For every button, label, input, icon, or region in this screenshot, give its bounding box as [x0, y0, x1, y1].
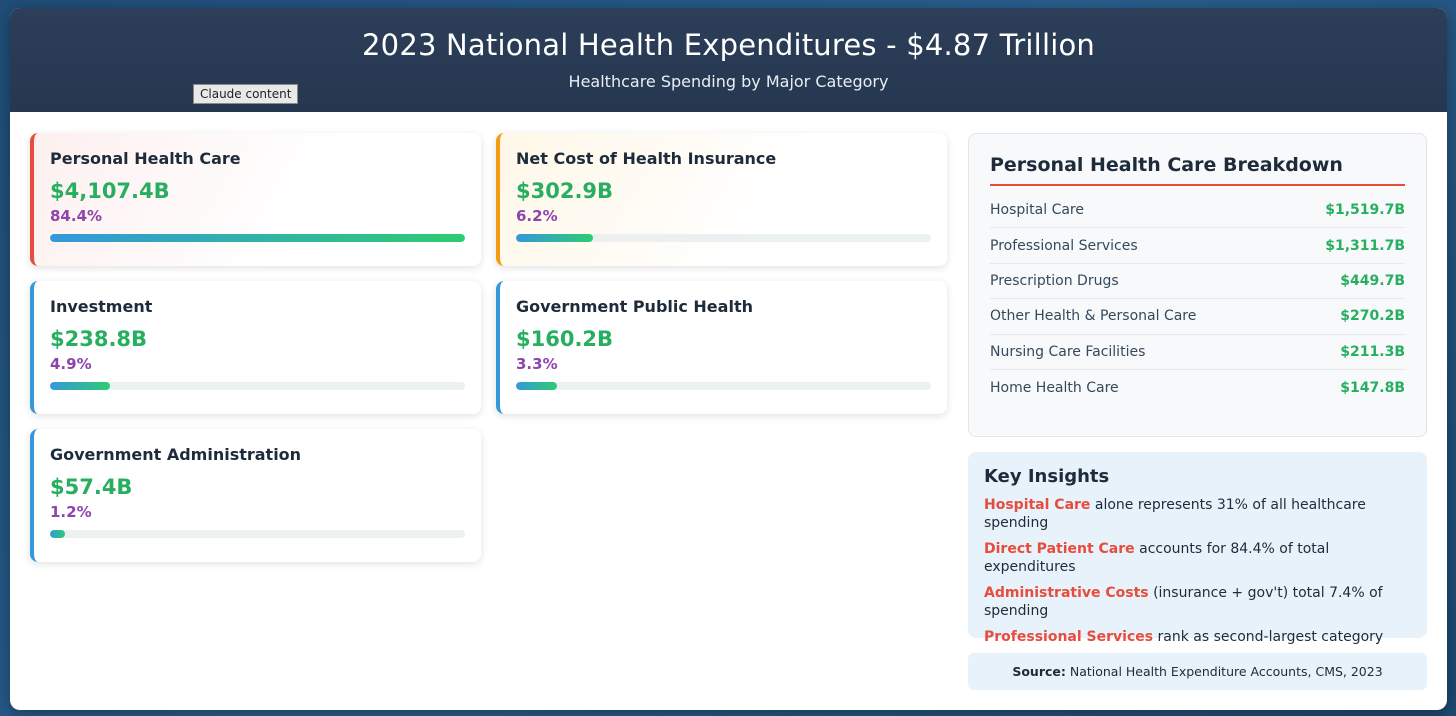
category-card-government-public-health: Government Public Health $160.2B 3.3%	[496, 281, 947, 414]
breakdown-value: $1,311.7B	[1325, 237, 1405, 254]
insight-item: Direct Patient Care accounts for 84.4% o…	[984, 540, 1411, 576]
card-amount: $302.9B	[516, 179, 614, 203]
progress-track	[516, 382, 931, 390]
insight-text: accounts for 84.4% of total expenditures	[984, 541, 1330, 575]
insight-item: Hospital Care alone represents 31% of al…	[984, 496, 1411, 532]
breakdown-row: Home Health Care $147.8B	[990, 370, 1405, 405]
card-title: Government Public Health	[516, 297, 753, 316]
progress-fill	[516, 382, 557, 390]
breakdown-label: Prescription Drugs	[990, 272, 1119, 289]
breakdown-label: Other Health & Personal Care	[990, 308, 1197, 325]
progress-fill	[516, 234, 593, 242]
breakdown-label: Hospital Care	[990, 202, 1084, 219]
insight-text: (insurance + gov't) total 7.4% of spendi…	[984, 585, 1383, 619]
progress-track	[50, 530, 465, 538]
dashboard-window: 2023 National Health Expenditures - $4.8…	[10, 8, 1447, 710]
card-percent: 1.2%	[50, 503, 92, 521]
key-insights-panel: Key Insights Hospital Care alone represe…	[968, 452, 1427, 645]
breakdown-value: $147.8B	[1340, 379, 1405, 396]
card-amount: $4,107.4B	[50, 179, 170, 203]
card-amount: $160.2B	[516, 327, 614, 351]
breakdown-title: Personal Health Care Breakdown	[990, 154, 1405, 186]
card-title: Government Administration	[50, 445, 302, 464]
category-card-government-administration: Government Administration $57.4B 1.2%	[30, 429, 481, 562]
breakdown-label: Home Health Care	[990, 379, 1119, 396]
content-tag[interactable]: Claude content	[193, 84, 299, 104]
breakdown-row: Nursing Care Facilities $211.3B	[990, 335, 1405, 370]
breakdown-value: $1,519.7B	[1325, 202, 1405, 219]
progress-fill	[50, 382, 111, 390]
breakdown-label: Professional Services	[990, 237, 1138, 254]
card-percent: 4.9%	[50, 355, 92, 373]
insight-item: Administrative Costs (insurance + gov't)…	[984, 584, 1411, 620]
breakdown-row: Other Health & Personal Care $270.2B	[990, 299, 1405, 335]
insight-text: rank as second-largest category	[1153, 629, 1384, 645]
source-note: Source: National Health Expenditure Acco…	[968, 653, 1427, 690]
progress-track	[50, 382, 465, 390]
progress-fill	[50, 234, 465, 242]
source-text: National Health Expenditure Accounts, CM…	[1065, 664, 1383, 679]
breakdown-value: $270.2B	[1340, 308, 1405, 325]
insight-highlight: Professional Services	[984, 629, 1154, 645]
category-card-investment: Investment $238.8B 4.9%	[30, 281, 481, 414]
card-percent: 3.3%	[516, 355, 558, 373]
insight-item: Professional Services rank as second-lar…	[984, 628, 1411, 646]
category-card-net-cost-insurance: Net Cost of Health Insurance $302.9B 6.2…	[496, 133, 947, 266]
insight-highlight: Administrative Costs	[984, 585, 1149, 601]
category-card-personal-health-care: Personal Health Care $4,107.4B 84.4%	[30, 133, 481, 266]
progress-fill	[50, 530, 65, 538]
progress-track	[50, 234, 465, 242]
card-title: Net Cost of Health Insurance	[516, 149, 777, 168]
breakdown-row: Hospital Care $1,519.7B	[990, 193, 1405, 229]
insight-text: alone represents 31% of all healthcare s…	[984, 497, 1366, 531]
card-amount: $57.4B	[50, 475, 133, 499]
insights-title: Key Insights	[984, 466, 1110, 487]
insight-highlight: Direct Patient Care	[984, 541, 1135, 557]
source-label: Source:	[1012, 664, 1066, 679]
breakdown-panel: Personal Health Care Breakdown Hospital …	[968, 133, 1427, 437]
breakdown-value: $211.3B	[1340, 343, 1405, 360]
page-title: 2023 National Health Expenditures - $4.8…	[362, 28, 1095, 62]
breakdown-row: Professional Services $1,311.7B	[990, 228, 1405, 264]
breakdown-value: $449.7B	[1340, 272, 1405, 289]
card-title: Personal Health Care	[50, 149, 241, 168]
card-percent: 84.4%	[50, 207, 103, 225]
card-amount: $238.8B	[50, 327, 148, 351]
card-title: Investment	[50, 297, 153, 316]
page-subtitle: Healthcare Spending by Major Category	[568, 72, 889, 91]
card-percent: 6.2%	[516, 207, 558, 225]
progress-track	[516, 234, 931, 242]
insight-highlight: Hospital Care	[984, 497, 1091, 513]
breakdown-row: Prescription Drugs $449.7B	[990, 264, 1405, 300]
breakdown-label: Nursing Care Facilities	[990, 343, 1146, 360]
